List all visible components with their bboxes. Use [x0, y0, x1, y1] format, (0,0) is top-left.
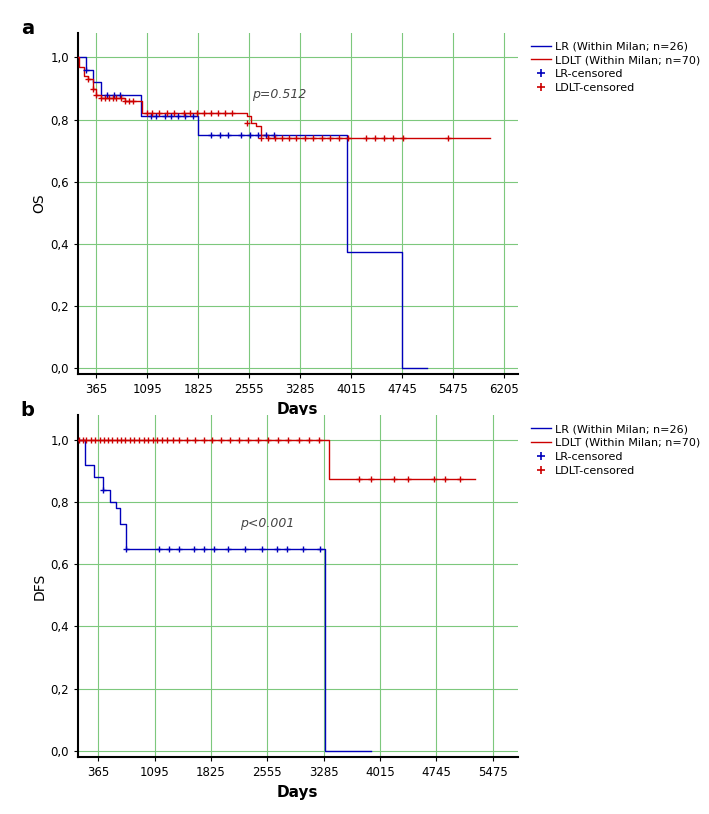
Y-axis label: DFS: DFS	[32, 572, 46, 600]
Text: p=0.512: p=0.512	[252, 88, 307, 101]
Y-axis label: OS: OS	[32, 194, 46, 213]
Legend: LR (Within Milan; n=26), LDLT (Within Milan; n=70), LR-censored, LDLT-censored: LR (Within Milan; n=26), LDLT (Within Mi…	[527, 38, 704, 96]
X-axis label: Days: Days	[277, 785, 318, 799]
Legend: LR (Within Milan; n=26), LDLT (Within Milan; n=70), LR-censored, LDLT-censored: LR (Within Milan; n=26), LDLT (Within Mi…	[527, 421, 704, 479]
Text: b: b	[21, 401, 35, 421]
Text: a: a	[21, 19, 34, 38]
Text: p<0.001: p<0.001	[240, 517, 294, 530]
X-axis label: Days: Days	[277, 402, 318, 417]
